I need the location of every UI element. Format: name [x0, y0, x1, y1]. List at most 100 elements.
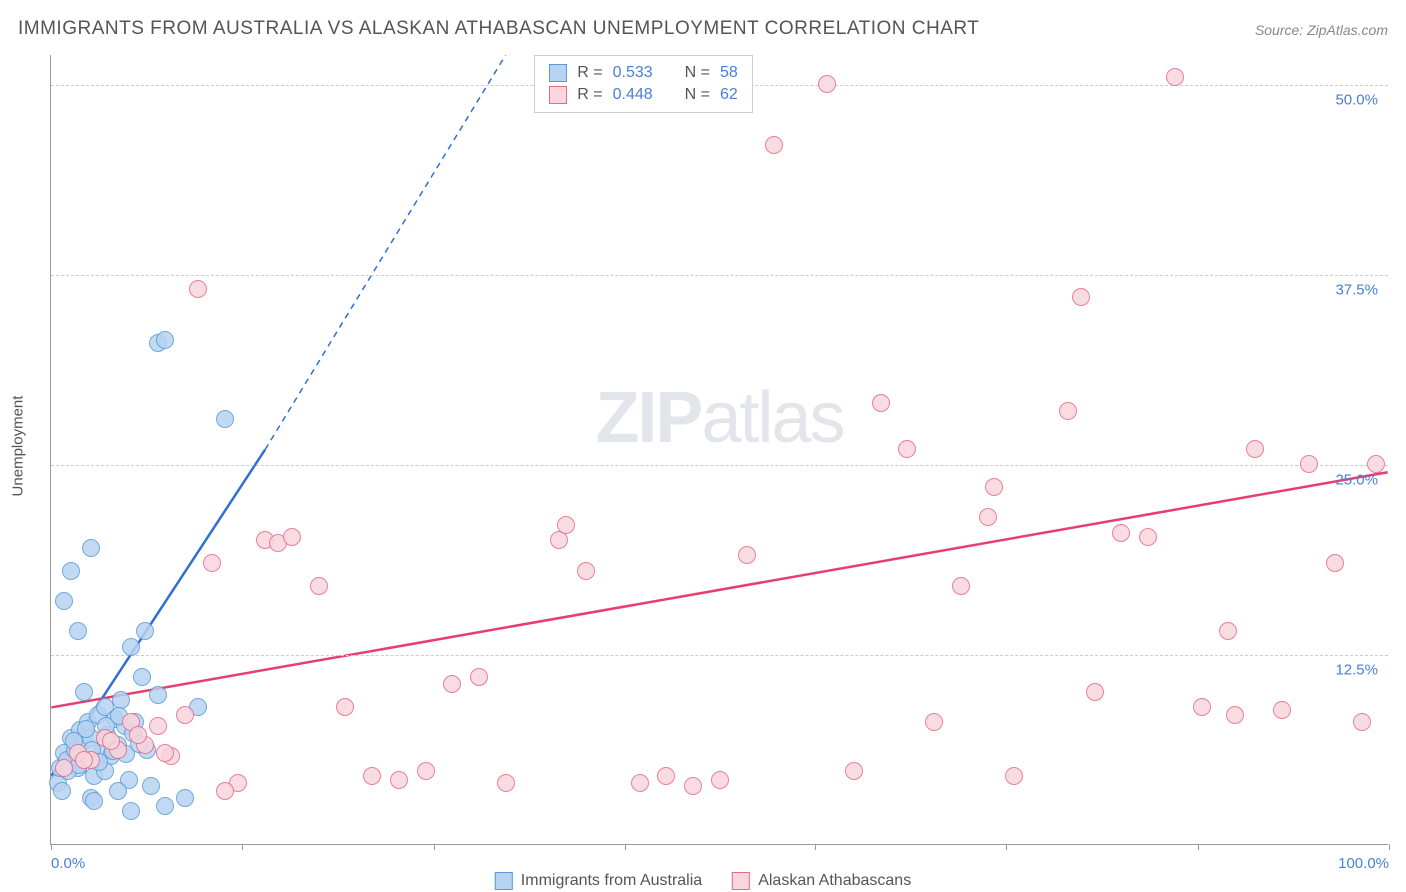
data-point [1005, 767, 1023, 785]
data-point [818, 75, 836, 93]
data-point [985, 478, 1003, 496]
data-point [75, 683, 93, 701]
legend-r-label: R = [577, 86, 602, 104]
x-tick [434, 844, 435, 850]
data-point [62, 562, 80, 580]
data-point [417, 762, 435, 780]
source-name: ZipAtlas.com [1307, 22, 1388, 38]
data-point [156, 331, 174, 349]
data-point [470, 668, 488, 686]
data-point [109, 782, 127, 800]
x-tick [625, 844, 626, 850]
data-point [631, 774, 649, 792]
series-legend-item: Alaskan Athabascans [732, 872, 911, 890]
data-point [1166, 68, 1184, 86]
y-tick-label: 37.5% [1335, 282, 1378, 299]
data-point [898, 440, 916, 458]
data-point [1300, 455, 1318, 473]
data-point [203, 554, 221, 572]
data-point [149, 686, 167, 704]
watermark: ZIPatlas [595, 377, 843, 459]
data-point [1112, 524, 1130, 542]
y-tick-label: 12.5% [1335, 662, 1378, 679]
data-point [1353, 713, 1371, 731]
series-legend-label: Immigrants from Australia [521, 872, 702, 890]
data-point [845, 762, 863, 780]
gridline [51, 275, 1388, 276]
series-legend-label: Alaskan Athabascans [758, 872, 911, 890]
data-point [149, 717, 167, 735]
chart-container: IMMIGRANTS FROM AUSTRALIA VS ALASKAN ATH… [0, 0, 1406, 892]
gridline [51, 655, 1388, 656]
chart-title: IMMIGRANTS FROM AUSTRALIA VS ALASKAN ATH… [18, 18, 979, 40]
data-point [142, 777, 160, 795]
x-tick [815, 844, 816, 850]
data-point [738, 546, 756, 564]
data-point [1326, 554, 1344, 572]
data-point [390, 771, 408, 789]
data-point [979, 508, 997, 526]
data-point [1193, 698, 1211, 716]
legend-swatch [495, 872, 513, 890]
data-point [310, 577, 328, 595]
data-point [1246, 440, 1264, 458]
watermark-rest: atlas [701, 378, 843, 458]
data-point [1367, 455, 1385, 473]
data-point [122, 802, 140, 820]
data-point [711, 771, 729, 789]
legend-n-value: 58 [720, 64, 738, 82]
data-point [577, 562, 595, 580]
data-point [216, 410, 234, 428]
data-point [765, 136, 783, 154]
legend-n-label: N = [685, 86, 710, 104]
legend-swatch [549, 86, 567, 104]
data-point [176, 706, 194, 724]
data-point [557, 516, 575, 534]
source-prefix: Source: [1255, 22, 1307, 38]
legend-n-label: N = [685, 64, 710, 82]
data-point [1219, 622, 1237, 640]
x-tick [1198, 844, 1199, 850]
data-point [1059, 402, 1077, 420]
data-point [75, 751, 93, 769]
gridline [51, 465, 1388, 466]
data-point [1273, 701, 1291, 719]
y-tick-label: 25.0% [1335, 472, 1378, 489]
series-legend-item: Immigrants from Australia [495, 872, 702, 890]
data-point [55, 759, 73, 777]
data-point [112, 691, 130, 709]
data-point [77, 720, 95, 738]
x-tick-label: 100.0% [1338, 855, 1389, 872]
data-point [55, 592, 73, 610]
data-point [684, 777, 702, 795]
data-point [336, 698, 354, 716]
watermark-bold: ZIP [595, 378, 701, 458]
data-point [216, 782, 234, 800]
trendlines-svg [51, 55, 1388, 844]
x-tick [51, 844, 52, 850]
data-point [136, 622, 154, 640]
data-point [53, 782, 71, 800]
data-point [82, 539, 100, 557]
legend-r-value: 0.533 [613, 64, 653, 82]
data-point [1139, 528, 1157, 546]
data-point [133, 668, 151, 686]
data-point [283, 528, 301, 546]
x-tick-label: 0.0% [51, 855, 85, 872]
data-point [443, 675, 461, 693]
legend-row: R = 0.448 N = 62 [549, 84, 738, 106]
data-point [925, 713, 943, 731]
y-axis-label: Unemployment [10, 396, 27, 497]
x-tick [1389, 844, 1390, 850]
legend-r-label: R = [577, 64, 602, 82]
data-point [85, 792, 103, 810]
correlation-legend: R = 0.533 N = 58 R = 0.448 N = 62 [534, 55, 753, 113]
plot-area: ZIPatlas 12.5%25.0%37.5%50.0%0.0%100.0% [50, 55, 1388, 845]
data-point [1072, 288, 1090, 306]
data-point [122, 638, 140, 656]
data-point [129, 726, 147, 744]
legend-n-value: 62 [720, 86, 738, 104]
data-point [1226, 706, 1244, 724]
legend-swatch [549, 64, 567, 82]
data-point [156, 797, 174, 815]
